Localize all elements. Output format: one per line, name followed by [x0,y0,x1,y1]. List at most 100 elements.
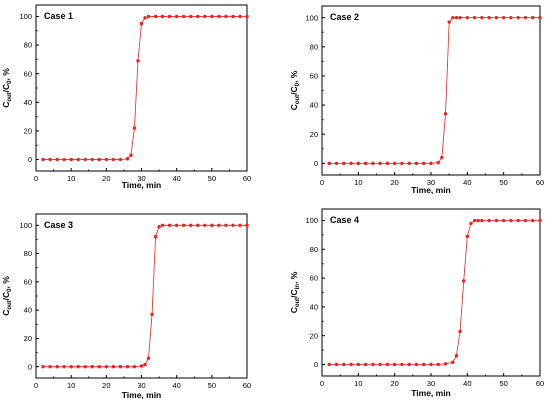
data-point [523,218,528,223]
data-point [436,362,440,367]
x-tick-label: 50 [499,379,507,388]
y-axis-title-part: , % [289,271,299,284]
y-axis-subscript: out [7,300,13,309]
y-axis-subscript: out [295,95,301,104]
data-point [494,218,499,223]
x-axis-title: Time, min [411,388,451,398]
data-point [531,15,535,20]
y-axis-title: Cout/C0, % [1,68,13,108]
data-point [104,364,109,369]
case-label: Case 4 [330,215,359,225]
data-point [125,157,130,161]
data-point [69,157,73,162]
data-point [245,14,249,19]
data-point [363,362,368,367]
case-label: Case 3 [44,220,73,230]
y-tick-label: 100 [19,221,32,230]
y-tick-label: 80 [24,41,32,50]
data-point [111,157,116,162]
data-point [69,364,73,369]
data-point [458,15,462,20]
y-axis-title-part: C [1,102,11,108]
data-point [55,364,59,369]
data-point [516,15,520,20]
data-point [334,362,339,367]
y-axis-subscript: 0 [7,288,13,292]
series-line [43,16,247,160]
y-axis-title-part: C [289,307,299,313]
data-point [472,218,477,223]
x-tick-label: 0 [34,174,38,183]
data-point [538,218,542,223]
data-point [41,364,45,369]
data-point [62,364,66,369]
x-axis-title: Time, min [122,390,162,400]
data-point [143,16,147,20]
x-tick-label: 20 [390,178,398,187]
data-point [342,362,346,367]
data-point [469,221,473,226]
y-tick-label: 80 [310,245,318,254]
x-tick-label: 50 [208,381,216,390]
data-point [516,218,520,223]
data-point [400,161,404,166]
data-point [385,362,390,367]
data-point [41,157,45,162]
x-tick-label: 20 [102,174,110,183]
y-axis-title-part: /C [1,84,11,93]
y-axis-title-part: C [289,104,299,110]
y-tick-label: 40 [24,98,32,107]
y-axis-title-part: C [1,310,11,316]
data-point [157,225,161,229]
data-point [443,112,448,116]
x-tick-label: 30 [137,174,145,183]
x-tick-label: 30 [427,379,435,388]
data-point [349,161,353,166]
data-point [378,161,382,166]
data-point [480,218,484,223]
data-point [356,161,361,166]
y-axis-subscript: 0 [295,82,301,86]
data-point [153,234,158,239]
data-point [231,223,235,228]
x-tick-label: 40 [172,381,180,390]
data-point [143,362,147,367]
data-point [429,161,433,166]
x-tick-label: 40 [172,174,180,183]
y-tick-label: 60 [310,72,318,81]
y-tick-label: 100 [305,216,318,225]
y-axis-title: Cout/Cin, % [289,271,301,313]
data-point [407,362,411,367]
y-tick-label: 0 [314,360,318,369]
y-tick-label: 0 [314,159,318,168]
series-line [43,224,247,368]
data-point [196,14,200,19]
data-point [487,15,491,20]
data-point [451,15,455,20]
y-tick-label: 20 [310,130,318,139]
x-tick-label: 60 [243,381,251,390]
data-point [189,223,193,228]
data-point [454,354,459,358]
data-point [440,155,444,160]
data-point [538,15,542,20]
x-axis-title: Time, min [411,185,451,195]
data-point [414,362,419,367]
data-point [501,15,506,20]
data-point [429,362,433,367]
data-point [327,161,331,166]
chart-panel-1: 0 10 20 30 40 50 60 0 20 40 60 80 100 Case 1 Time, min… [1,4,251,190]
data-point [378,362,382,367]
data-point [76,157,80,162]
data-point [400,362,404,367]
y-tick-label: 80 [24,249,32,258]
data-point [245,223,249,228]
data-point [363,161,368,166]
case-label: Case 2 [330,12,359,22]
data-point [160,223,165,228]
data-point [210,14,214,19]
data-point [203,223,207,228]
data-point [48,364,52,369]
series-line [329,220,540,365]
